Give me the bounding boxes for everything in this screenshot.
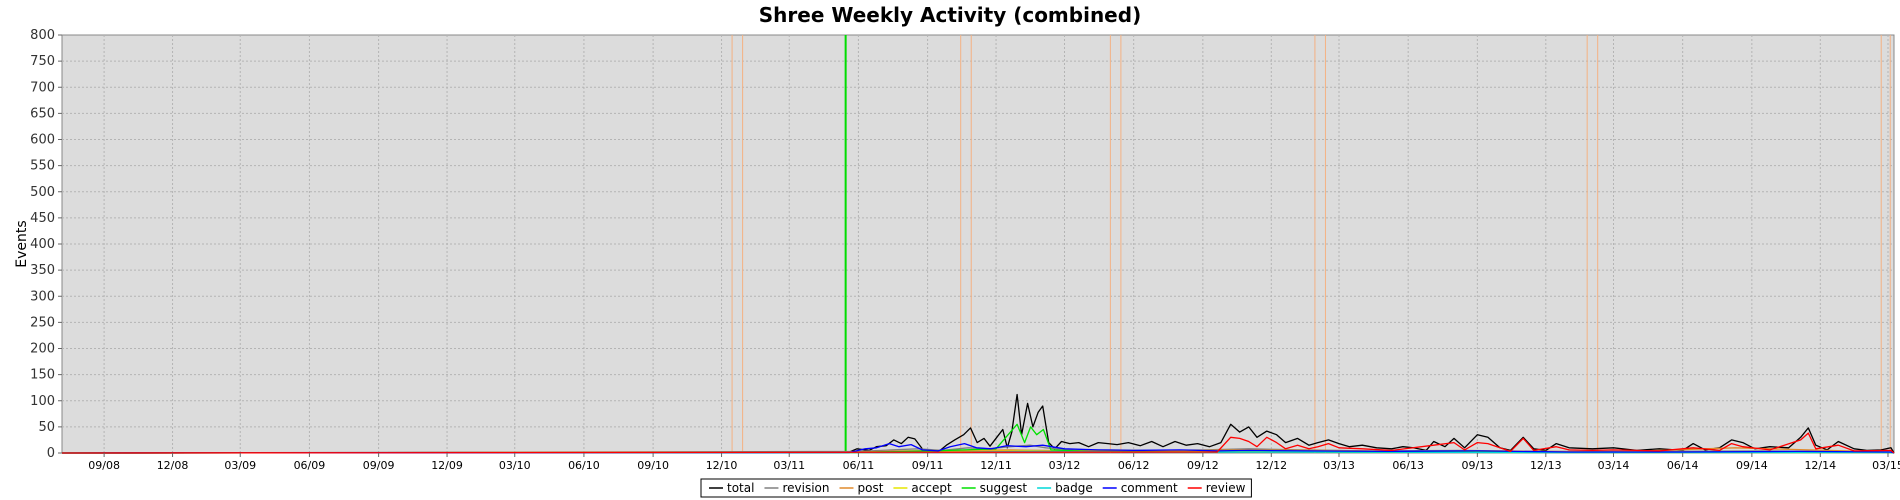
y-tick-label: 400 (30, 237, 55, 252)
x-tick-label: 06/12 (1118, 459, 1150, 472)
legend-label-total: total (727, 481, 754, 495)
x-tick-label: 09/14 (1736, 459, 1768, 472)
x-tick-label: 12/10 (706, 459, 738, 472)
y-tick-label: 200 (30, 342, 55, 357)
y-tick-label: 250 (30, 315, 55, 330)
legend-label-review: review (1206, 481, 1246, 495)
x-tick-label: 12/08 (157, 459, 189, 472)
series-line-comment (61, 442, 1895, 454)
x-tick-label: 06/11 (843, 459, 875, 472)
event-markers (731, 35, 1891, 453)
y-tick-label: 500 (30, 185, 55, 200)
x-axis: 09/08 12/08 03/09 06/09 09/09 12/09 03/10 06/10… (88, 453, 1900, 472)
x-tick-label: 09/13 (1462, 459, 1494, 472)
series-line-total (61, 393, 1895, 454)
grid-lines (62, 35, 1894, 453)
legend-label-revision: revision (782, 481, 829, 495)
x-tick-label: 12/11 (980, 459, 1012, 472)
x-tick-label: 09/08 (88, 459, 120, 472)
legend-label-badge: badge (1055, 481, 1093, 495)
y-tick-label: 550 (30, 159, 55, 174)
chart-title: Shree Weekly Activity (combined) (759, 3, 1141, 27)
y-tick-label: 800 (30, 28, 55, 43)
x-tick-label: 03/14 (1598, 459, 1630, 472)
series-lines (61, 393, 1895, 454)
x-tick-label: 06/10 (568, 459, 600, 472)
y-tick-label: 150 (30, 368, 55, 383)
x-tick-label: 09/12 (1187, 459, 1219, 472)
x-tick-label: 03/12 (1049, 459, 1081, 472)
y-axis: 0 50 100 150 200 250 300 350 400 450 500 550 600 650 7… (30, 28, 62, 461)
x-tick-label: 03/09 (224, 459, 256, 472)
x-tick-label: 03/15 (1872, 459, 1900, 472)
y-tick-label: 50 (38, 420, 55, 435)
series-line-review (61, 432, 1895, 454)
x-tick-label: 09/09 (363, 459, 395, 472)
legend-box (700, 478, 1252, 498)
x-tick-label: 12/12 (1255, 459, 1287, 472)
y-tick-label: 300 (30, 289, 55, 304)
legend-label-accept: accept (911, 481, 952, 495)
y-tick-label: 0 (47, 446, 55, 461)
legend-label-suggest: suggest (980, 481, 1028, 495)
x-tick-label: 03/10 (499, 459, 531, 472)
legend-label-comment: comment (1121, 481, 1178, 495)
x-tick-label: 06/09 (294, 459, 326, 472)
legend-label-post: post (857, 481, 883, 495)
y-tick-label: 750 (30, 54, 55, 69)
x-tick-label: 03/11 (773, 459, 805, 472)
x-tick-label: 09/10 (637, 459, 669, 472)
y-tick-label: 600 (30, 133, 55, 148)
x-tick-label: 12/09 (431, 459, 463, 472)
x-tick-label: 12/14 (1804, 459, 1836, 472)
x-tick-label: 09/11 (912, 459, 944, 472)
x-tick-label: 06/13 (1392, 459, 1424, 472)
x-tick-label: 03/13 (1323, 459, 1355, 472)
y-tick-label: 350 (30, 263, 55, 278)
y-axis-label: Events (14, 220, 30, 267)
y-tick-label: 100 (30, 394, 55, 409)
x-tick-label: 06/14 (1667, 459, 1699, 472)
y-tick-label: 650 (30, 106, 55, 121)
y-tick-label: 700 (30, 80, 55, 95)
x-tick-label: 12/13 (1530, 459, 1562, 472)
y-tick-label: 450 (30, 211, 55, 226)
legend: total revision post accept suggest badge comme… (700, 478, 1252, 498)
